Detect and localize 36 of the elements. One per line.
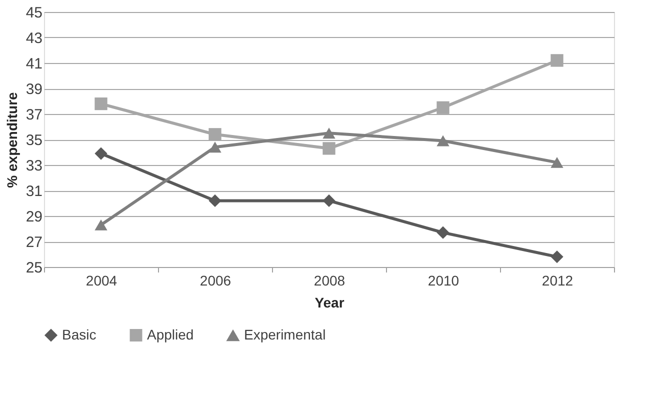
legend-label: Basic	[62, 326, 96, 342]
y-tick-label: 39	[26, 81, 42, 98]
point	[322, 142, 336, 155]
x-tick-label: 2008	[314, 272, 346, 288]
point	[436, 226, 450, 239]
point	[550, 250, 564, 264]
y-tick-label: 31	[26, 183, 42, 200]
point	[436, 135, 450, 146]
point	[322, 194, 336, 208]
x-tick-label: 2006	[200, 272, 232, 288]
y-tick-label: 37	[26, 106, 42, 124]
y-tick-label: 45	[26, 4, 42, 22]
point	[550, 54, 564, 67]
x-tick-label: 2010	[428, 272, 460, 288]
point	[94, 219, 108, 230]
point	[322, 128, 336, 139]
y-tick-label: 27	[26, 234, 42, 251]
legend-label: Applied	[147, 326, 194, 342]
y-tick-label: 29	[26, 208, 42, 226]
point	[436, 101, 450, 114]
x-axis-title: Year	[314, 294, 345, 310]
y-tick-label: 41	[26, 56, 42, 72]
point	[208, 128, 222, 141]
point	[94, 97, 108, 110]
y-tick-label: 43	[26, 30, 42, 47]
point	[208, 142, 222, 153]
y-axis-title: % expenditure	[4, 92, 20, 188]
x-tick-label: 2012	[542, 272, 574, 288]
legend-label: Experimental	[244, 326, 326, 343]
x-tick-label: 2004	[86, 272, 118, 288]
point	[550, 156, 564, 168]
point	[208, 194, 222, 208]
y-tick-label: 33	[26, 158, 42, 174]
y-tick-label: 35	[26, 132, 42, 149]
y-tick-label: 25	[26, 260, 42, 276]
point	[94, 147, 108, 160]
